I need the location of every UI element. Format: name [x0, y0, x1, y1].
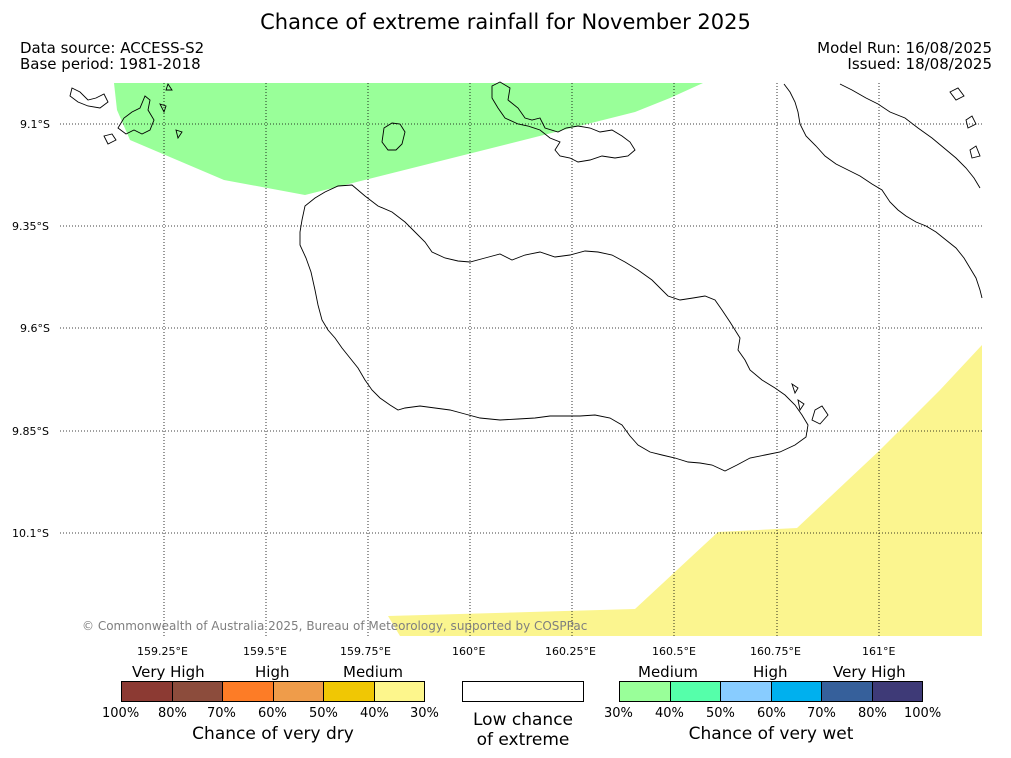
coastlines: [69, 81, 983, 472]
wet-swatch: [620, 682, 670, 701]
wet-swatch: [821, 682, 872, 701]
wet-tick: 60%: [757, 706, 786, 721]
dry-header-medium: Medium: [343, 663, 403, 681]
dry-tick: 70%: [207, 706, 236, 721]
wet-swatch: [871, 682, 922, 701]
lon-label: 161°E: [862, 645, 896, 658]
lon-label: 160.5°E: [652, 645, 696, 658]
lat-label: 9.35°S: [12, 220, 49, 233]
island-malaita-north: [839, 83, 981, 189]
lon-label: 160.75°E: [750, 645, 801, 658]
dry-header-very-high: Very High: [132, 663, 205, 681]
dry-swatch: [122, 682, 172, 701]
wet-tick: 70%: [807, 706, 836, 721]
lon-label: 159.25°E: [137, 645, 188, 658]
base-period-label: Base period: 1981-2018: [20, 55, 201, 73]
wet-tick: 40%: [655, 706, 684, 721]
dry-tick: 60%: [258, 706, 287, 721]
lat-label: 9.6°S: [20, 322, 50, 335]
lat-label: 9.85°S: [12, 425, 49, 438]
dry-tick: 80%: [158, 706, 187, 721]
wet-colorbar: [619, 681, 923, 702]
low-chance-swatch: [462, 681, 584, 702]
wet-legend-title: Chance of very wet: [688, 724, 854, 744]
dry-region-south-east: [388, 345, 982, 636]
wet-tick: 100%: [904, 706, 942, 721]
island-russell: [117, 95, 155, 135]
wet-region-north-west: [114, 83, 703, 195]
copyright-notice: © Commonwealth of Australia 2025, Bureau…: [82, 619, 588, 633]
issued-label: Issued: 18/08/2025: [847, 55, 992, 73]
lon-label: 160.25°E: [545, 645, 596, 658]
low-chance-title-line1: Low chance: [473, 710, 573, 730]
wet-header-medium: Medium: [638, 663, 698, 681]
islet-malaita-1: [949, 87, 965, 101]
islet-malaita-3: [969, 145, 981, 159]
wet-header-high: High: [753, 663, 788, 681]
wet-swatch: [770, 682, 821, 701]
lon-label: 159.5°E: [243, 645, 287, 658]
dry-swatch: [171, 682, 222, 701]
dry-swatch: [222, 682, 273, 701]
dry-swatch: [373, 682, 424, 701]
map-grid: [60, 83, 982, 636]
wet-tick: 50%: [706, 706, 735, 721]
dry-swatch: [323, 682, 374, 701]
islet-north-west-4: [159, 103, 167, 114]
islet-east-3: [811, 405, 829, 425]
dry-tick: 40%: [360, 706, 389, 721]
wet-tick: 30%: [604, 706, 633, 721]
islet-east-2: [797, 399, 805, 412]
low-chance-title-line2: of extreme: [476, 730, 570, 750]
lon-label: 159.75°E: [340, 645, 391, 658]
dry-tick: 30%: [410, 706, 439, 721]
wet-swatch: [720, 682, 771, 701]
island-savo: [381, 122, 406, 151]
islet-north-west-3: [103, 133, 117, 145]
data-source-label: Data source: ACCESS-S2: [20, 39, 205, 57]
dry-tick: 100%: [102, 706, 140, 721]
lon-label: 160°E: [452, 645, 486, 658]
dry-colorbar: [121, 681, 425, 702]
islet-east-1: [791, 382, 799, 395]
lat-label: 9.1°S: [20, 118, 50, 131]
island-guadalcanal: [299, 184, 809, 472]
island-malaita: [783, 83, 983, 299]
dry-header-high: High: [255, 663, 290, 681]
islet-north-west-5: [175, 129, 183, 140]
dry-swatch: [272, 682, 323, 701]
wet-swatch: [669, 682, 720, 701]
wet-tick: 80%: [858, 706, 887, 721]
island-florida: [491, 81, 636, 163]
chart-title: Chance of extreme rainfall for November …: [260, 10, 751, 34]
islet-malaita-2: [965, 115, 977, 129]
dry-tick: 50%: [309, 706, 338, 721]
dry-legend-title: Chance of very dry: [192, 724, 354, 744]
model-run-label: Model Run: 16/08/2025: [817, 39, 992, 57]
islet-north-west-6: [165, 82, 173, 91]
lat-label: 10.1°S: [12, 527, 49, 540]
island-north-west-2: [69, 87, 109, 109]
wet-header-very-high: Very High: [833, 663, 906, 681]
